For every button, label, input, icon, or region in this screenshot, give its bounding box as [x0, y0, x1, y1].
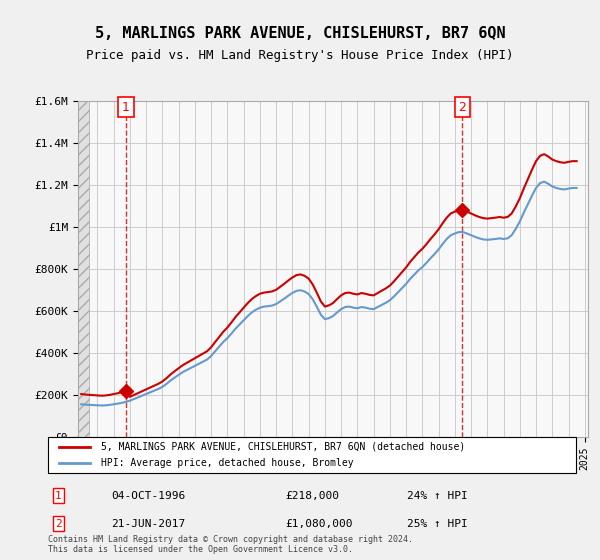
Text: 1: 1 — [122, 101, 130, 114]
Text: 24% ↑ HPI: 24% ↑ HPI — [407, 491, 468, 501]
Text: 5, MARLINGS PARK AVENUE, CHISLEHURST, BR7 6QN (detached house): 5, MARLINGS PARK AVENUE, CHISLEHURST, BR… — [101, 442, 465, 452]
Text: Price paid vs. HM Land Registry's House Price Index (HPI): Price paid vs. HM Land Registry's House … — [86, 49, 514, 63]
Text: 21-JUN-2017: 21-JUN-2017 — [112, 519, 185, 529]
Text: HPI: Average price, detached house, Bromley: HPI: Average price, detached house, Brom… — [101, 458, 353, 468]
Bar — [78, 101, 89, 437]
Text: Contains HM Land Registry data © Crown copyright and database right 2024.
This d: Contains HM Land Registry data © Crown c… — [48, 535, 413, 554]
Text: 2: 2 — [458, 101, 466, 114]
FancyBboxPatch shape — [48, 437, 576, 473]
Text: 25% ↑ HPI: 25% ↑ HPI — [407, 519, 468, 529]
Text: 1: 1 — [55, 491, 62, 501]
Text: £1,080,000: £1,080,000 — [286, 519, 353, 529]
Text: 5, MARLINGS PARK AVENUE, CHISLEHURST, BR7 6QN: 5, MARLINGS PARK AVENUE, CHISLEHURST, BR… — [95, 26, 505, 41]
Text: £218,000: £218,000 — [286, 491, 340, 501]
Text: 2: 2 — [55, 519, 62, 529]
Text: 04-OCT-1996: 04-OCT-1996 — [112, 491, 185, 501]
